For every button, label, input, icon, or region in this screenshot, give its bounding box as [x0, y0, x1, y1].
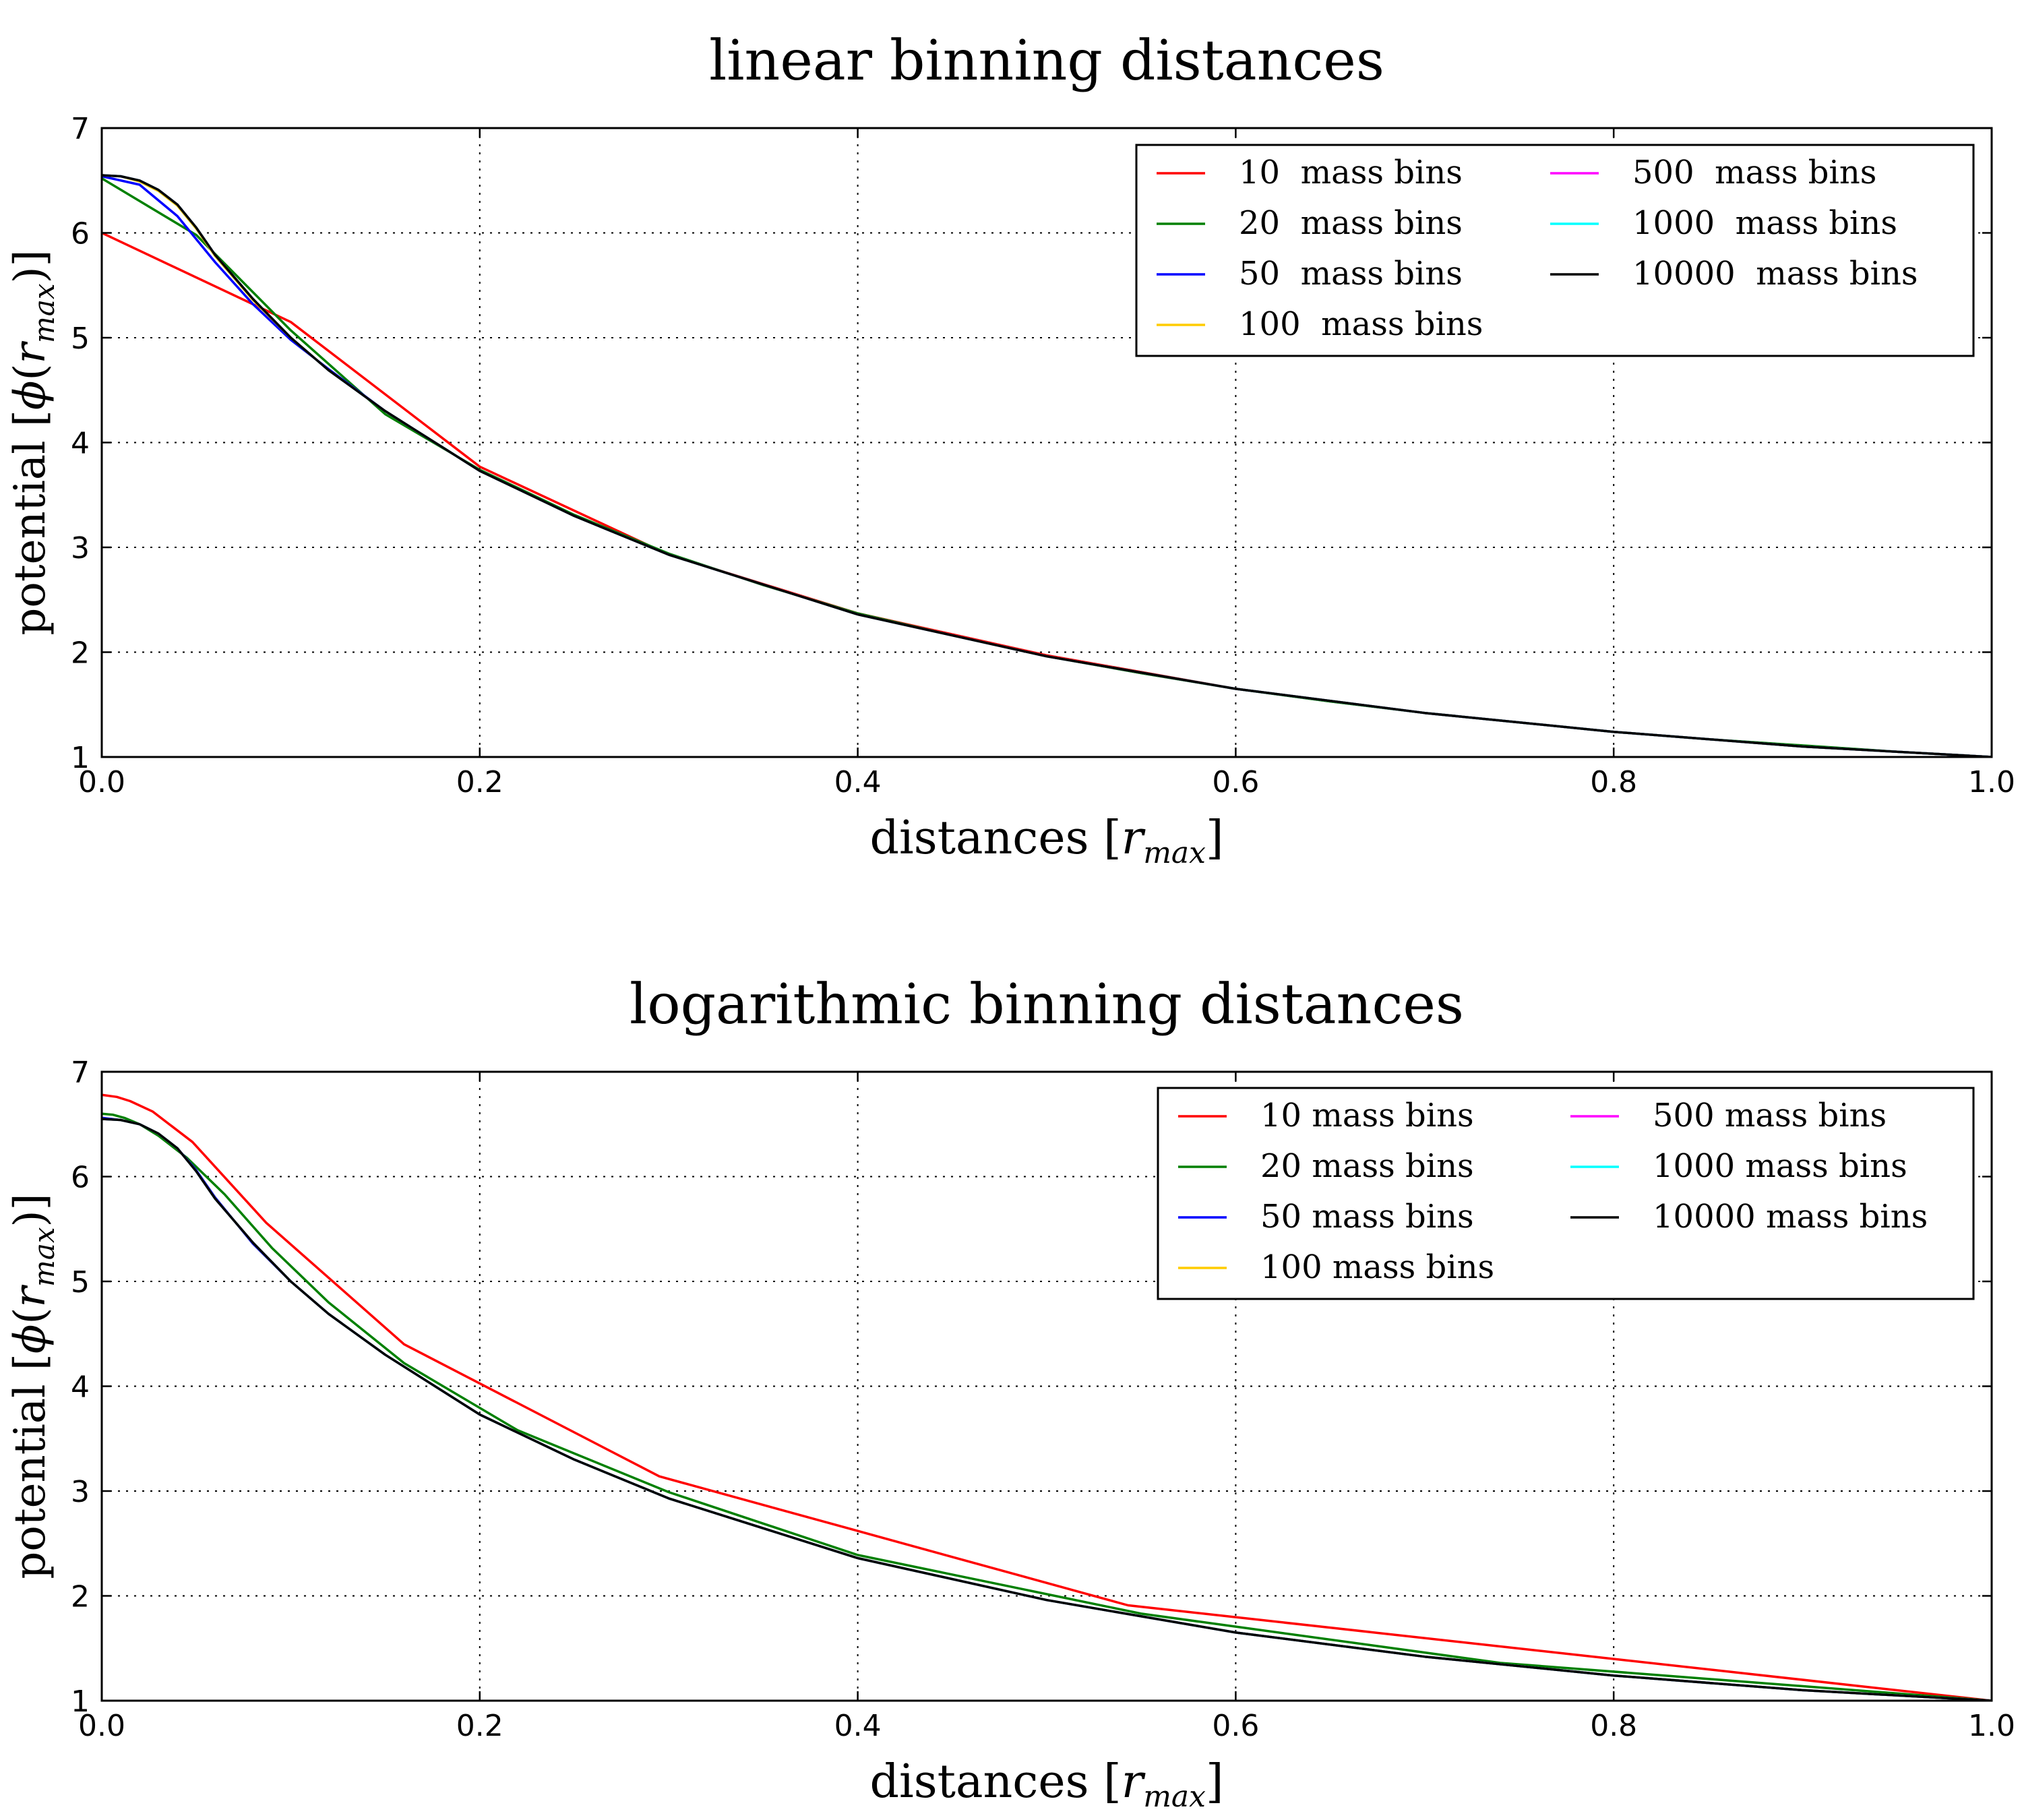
chart-title: logarithmic binning distances	[630, 973, 1464, 1037]
legend-entry: 1000 mass bins	[1632, 204, 1897, 242]
series-line-2	[102, 1112, 1992, 1701]
legend-entry: 50 mass bins	[1260, 1198, 1474, 1236]
series-line-7	[102, 1118, 1992, 1701]
x-axis-unit-open: [	[1089, 812, 1122, 865]
x-tick-label: 0.8	[1590, 765, 1637, 799]
legend-box	[1157, 1087, 1975, 1300]
x-axis-unit-r: r	[1122, 1755, 1146, 1809]
y-tick-label: 3	[71, 531, 90, 566]
y-tick-label: 3	[71, 1475, 90, 1509]
y-axis-label-text: potential	[5, 440, 55, 635]
series-line-7	[102, 174, 1992, 757]
y-tick-label: 1	[71, 741, 90, 775]
legend-entry: 20 mass bins	[1260, 1147, 1474, 1185]
y-axis-unit-paren: (	[5, 1308, 55, 1325]
x-tick-label: 0.0	[78, 765, 125, 799]
y-axis-unit-open: [	[5, 410, 55, 440]
y-axis-unit-r: r	[5, 1285, 55, 1308]
legend: 10 mass bins 20 mass bins 50 mass bins 100 …	[1135, 144, 1975, 357]
y-tick-label: 7	[71, 1056, 90, 1090]
y-axis-unit-sub: max	[28, 283, 61, 343]
x-axis-label-text: distances	[869, 1755, 1089, 1809]
chart-title: linear binning distances	[709, 29, 1384, 93]
x-tick-label: 1.0	[1968, 765, 2015, 799]
y-tick-label: 2	[71, 1580, 90, 1614]
x-tick-label: 0.2	[456, 765, 503, 799]
legend-entry: 500 mass bins	[1653, 1097, 1887, 1134]
x-tick-label: 0.6	[1212, 765, 1259, 799]
x-axis-unit-sub: max	[1143, 836, 1206, 870]
legend-entry: 1000 mass bins	[1653, 1147, 1907, 1185]
y-tick-label: 4	[71, 1370, 90, 1405]
x-tick-label: 0.6	[1212, 1709, 1259, 1743]
legend-entry: 100 mass bins	[1260, 1248, 1494, 1286]
y-axis-unit-paren: (	[5, 364, 55, 381]
y-axis-label: potential [ϕ(rmax)]	[5, 249, 61, 635]
x-axis-unit-open: [	[1089, 1755, 1122, 1809]
x-axis-unit-sub: max	[1143, 1780, 1206, 1814]
y-tick-label: 7	[71, 112, 90, 146]
x-axis-unit-close: ]	[1206, 1755, 1224, 1809]
x-tick-label: 0.8	[1590, 1709, 1637, 1743]
x-axis-label: distances [rmax]	[869, 1755, 1223, 1814]
legend-entry: 20 mass bins	[1239, 204, 1463, 242]
series-line-1	[102, 1093, 1992, 1701]
x-axis-unit-r: r	[1122, 812, 1146, 865]
y-tick-label: 6	[71, 217, 90, 251]
legend-entry: 10000 mass bins	[1653, 1198, 1928, 1236]
y-axis-unit-open: [	[5, 1354, 55, 1384]
y-tick-label: 5	[71, 322, 90, 356]
y-tick-label: 6	[71, 1161, 90, 1195]
x-tick-label: 0.2	[456, 1709, 503, 1743]
legend-entry: 10000 mass bins	[1632, 255, 1918, 293]
x-axis-label-text: distances	[869, 812, 1089, 865]
legend-entry: 100 mass bins	[1239, 305, 1483, 343]
y-axis-unit-phi: ϕ	[5, 1325, 55, 1354]
legend-box	[1135, 144, 1975, 357]
x-tick-label: 0.4	[834, 765, 882, 799]
y-axis-unit-phi: ϕ	[5, 381, 55, 411]
x-axis-unit-close: ]	[1206, 812, 1224, 865]
y-axis-unit-close: )]	[5, 1193, 55, 1227]
chart-panel-1: linear binning distances 0.0 0.2 0.4 0.6 0.8 1…	[5, 29, 2015, 870]
y-axis-unit-r: r	[5, 341, 55, 364]
x-tick-label: 0.0	[78, 1709, 125, 1743]
y-tick-label: 5	[71, 1265, 90, 1300]
x-tick-label: 0.4	[834, 1709, 882, 1743]
legend-entry: 10 mass bins	[1239, 154, 1463, 191]
y-tick-label: 4	[71, 427, 90, 461]
legend-entry: 50 mass bins	[1239, 255, 1463, 293]
y-axis-unit-close: )]	[5, 249, 55, 283]
chart-panel-2: logarithmic binning distances 0.0 0.2 0.4 0.…	[5, 973, 2015, 1814]
y-axis-label-text: potential	[5, 1384, 55, 1579]
y-axis-label: potential [ϕ(rmax)]	[5, 1193, 61, 1579]
x-tick-label: 1.0	[1968, 1709, 2015, 1743]
y-tick-label: 1	[71, 1685, 90, 1719]
x-axis-label: distances [rmax]	[869, 812, 1223, 870]
legend: 10 mass bins 20 mass bins 50 mass bins 100 …	[1157, 1087, 1975, 1300]
legend-entry: 500 mass bins	[1632, 154, 1876, 191]
y-tick-label: 2	[71, 636, 90, 671]
y-axis-unit-sub: max	[28, 1227, 61, 1287]
legend-entry: 10 mass bins	[1260, 1097, 1474, 1134]
